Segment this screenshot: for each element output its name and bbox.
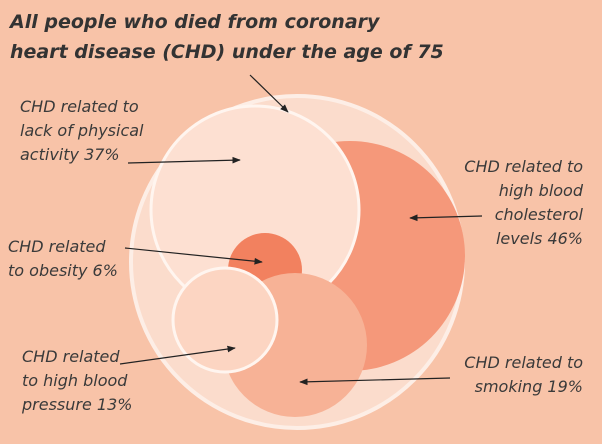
node-label: pressure 13% bbox=[21, 395, 132, 414]
arrow bbox=[124, 247, 263, 265]
node-label: levels 46% bbox=[496, 229, 583, 248]
blood-pressure-circle bbox=[171, 266, 279, 374]
node-label: activity 37% bbox=[20, 145, 120, 164]
node-label: CHD related to bbox=[464, 157, 583, 176]
arrow bbox=[409, 214, 483, 222]
texts: All people who died from coronary heart d… bbox=[8, 11, 584, 414]
arrow bbox=[127, 156, 241, 164]
node-label: CHD related to bbox=[20, 97, 139, 116]
node-label: to obesity 6% bbox=[8, 261, 118, 280]
node-label: CHD related to bbox=[464, 353, 583, 372]
arrow bbox=[119, 345, 236, 365]
node-label: high blood bbox=[499, 181, 584, 200]
node-label: smoking 19% bbox=[475, 377, 583, 396]
title: heart disease (CHD) under the age of 75 bbox=[10, 41, 444, 63]
title: All people who died from coronary bbox=[8, 11, 381, 33]
node-label: cholesterol bbox=[495, 205, 584, 224]
arrow bbox=[299, 377, 451, 386]
node-label: CHD related bbox=[8, 237, 106, 256]
arrow bbox=[249, 74, 289, 113]
node-label: to high blood bbox=[22, 371, 128, 390]
node-label: lack of physical bbox=[20, 121, 144, 140]
node-label: CHD related bbox=[22, 347, 120, 366]
